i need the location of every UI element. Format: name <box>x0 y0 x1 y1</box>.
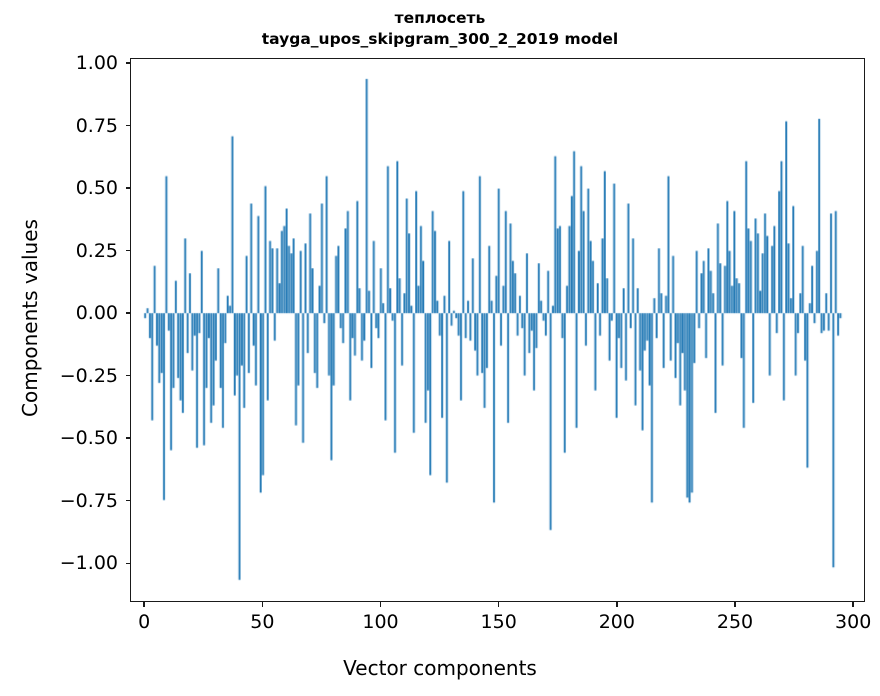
y-tick-label: −1.00 <box>59 552 118 575</box>
y-tick-label: 0.00 <box>75 302 118 325</box>
y-tick-mark <box>125 374 130 377</box>
x-tick-mark <box>852 602 854 607</box>
y-tick-label: 1.00 <box>75 52 118 74</box>
x-tick-mark <box>497 602 500 607</box>
y-tick-label: 0.50 <box>75 177 118 200</box>
x-tick-label: 200 <box>598 611 635 633</box>
plot-area <box>130 58 865 602</box>
x-tick-mark <box>616 602 618 607</box>
y-tick-mark <box>125 249 130 252</box>
chart-title-line2: tayga_upos_skipgram_300_2_2019 model <box>261 29 619 48</box>
y-tick-mark <box>125 62 130 64</box>
chart-title: теплосеть tayga_upos_skipgram_300_2_2019… <box>0 8 880 50</box>
y-tick-mark <box>125 312 130 314</box>
x-tick-label: 250 <box>716 611 754 633</box>
y-tick-mark <box>125 562 130 564</box>
y-tick-mark <box>125 187 130 189</box>
y-axis-label: Components values <box>18 219 42 417</box>
x-tick-mark <box>143 602 145 607</box>
y-tick-label: −0.75 <box>59 489 118 512</box>
x-axis-label: Vector components <box>343 656 537 680</box>
x-tick-mark <box>261 602 264 607</box>
y-tick-label: −0.50 <box>59 427 118 450</box>
x-tick-label: 300 <box>835 611 872 633</box>
bar-series-canvas <box>131 59 864 601</box>
x-tick-label: 50 <box>250 611 275 633</box>
x-tick-mark <box>734 602 736 607</box>
x-tick-label: 0 <box>138 611 151 633</box>
y-tick-mark <box>125 437 130 439</box>
chart-title-line1: теплосеть <box>394 9 486 27</box>
x-tick-label: 100 <box>362 611 399 633</box>
y-tick-mark <box>125 500 130 502</box>
y-tick-mark <box>125 124 130 127</box>
x-tick-mark <box>379 602 382 607</box>
y-tick-label: 0.25 <box>75 239 118 262</box>
y-tick-label: −0.25 <box>59 364 118 387</box>
x-tick-label: 150 <box>480 611 517 633</box>
y-tick-label: 0.75 <box>75 114 118 137</box>
